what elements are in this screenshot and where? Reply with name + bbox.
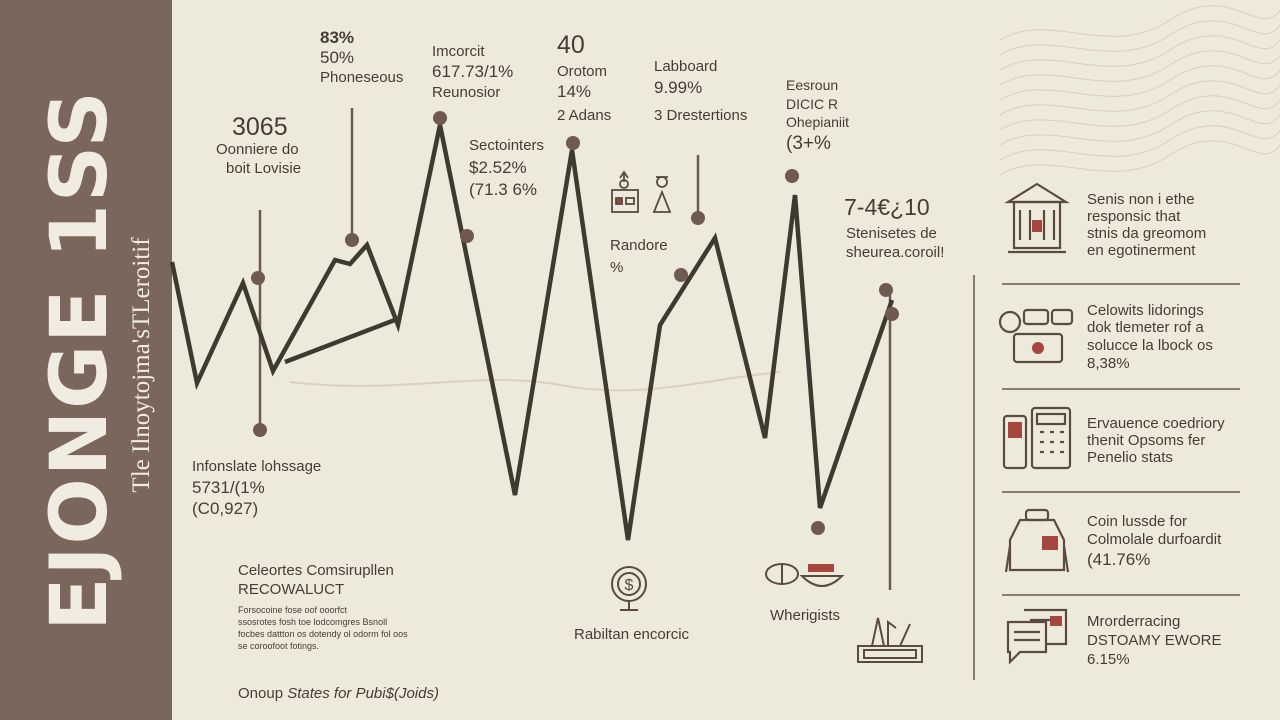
- scale-bowl-icon: [765, 563, 845, 587]
- panel-item-2-line-2: dok tlemeter rof a: [1087, 319, 1204, 336]
- right-panel-divider-2: [1002, 388, 1240, 390]
- label-rabiltan: Rabiltan encorcic: [574, 626, 690, 643]
- data-point-4: [460, 229, 474, 243]
- data-point-1: [251, 271, 265, 285]
- data-point-6: [691, 211, 705, 225]
- label-5731: 5731/(1%: [192, 478, 265, 497]
- label-c0927: (C0,927): [192, 499, 259, 518]
- panel-item-1-line-1: Senis non i ethe: [1087, 191, 1195, 208]
- fineprint-line-3: focbes dattton os dotendy ol odorm fol o…: [238, 629, 408, 639]
- label-dicic: DICIC R: [786, 96, 839, 112]
- panel-item-1-line-3: stnis da greomom: [1087, 225, 1207, 242]
- label-3drestertions: 3 Drestertions: [654, 107, 748, 124]
- label-999: 9.99%: [654, 78, 703, 97]
- right-panel-divider-3: [1002, 491, 1240, 493]
- data-point-2: [253, 423, 267, 437]
- footer-prefix: Onoup: [238, 685, 284, 702]
- phone-calculator-icon: [1002, 406, 1072, 470]
- data-point-8: [785, 169, 799, 183]
- label-sectointers: Sectointers: [469, 137, 545, 154]
- panel-item-4-line-2: Colmolale durfoardit: [1087, 531, 1222, 548]
- data-point-9: [879, 283, 893, 297]
- label-713: (71.3 6%: [469, 180, 538, 199]
- panel-item-2-line-1: Celowits lidorings: [1087, 302, 1204, 319]
- label-252: $2.52%: [469, 158, 527, 177]
- panel-item-2-line-4: 8,38%: [1087, 355, 1130, 372]
- label-reunosior: Reunosior: [432, 84, 501, 101]
- panel-item-1-line-4: en egotinerment: [1087, 242, 1196, 259]
- label-infonslate: Infonslate lohssage: [192, 458, 322, 475]
- chef-cooking-icon: [611, 170, 672, 213]
- right-panel-divider-4: [1002, 594, 1240, 596]
- dollar-globe-icon: $: [611, 566, 647, 611]
- data-point-11: [811, 521, 825, 535]
- label-sheurea: sheurea.coroil!: [846, 244, 945, 261]
- wave-pattern-decoration: [999, 5, 1280, 176]
- panel-item-5-line-1: Mrorderracing: [1087, 613, 1181, 630]
- series-line-1: [284, 315, 401, 365]
- series-line-0: [169, 124, 895, 541]
- label-imcorcit: Imcorcit: [432, 43, 485, 60]
- gears-laptop-icon: [998, 308, 1074, 364]
- label-celeortes: Celeortes Comsirupllen: [238, 562, 394, 579]
- label-3pct: (3+%: [786, 133, 831, 154]
- right-panel-divider-1: [1002, 283, 1240, 285]
- panel-item-3-line-1: Ervauence coedriory: [1087, 415, 1225, 432]
- data-point-7: [674, 268, 688, 282]
- label-oonniere: Oonniere do: [216, 141, 299, 158]
- bank-building-icon: [1004, 182, 1070, 254]
- right-panel-vline: [973, 275, 975, 680]
- label-74910: 7-4€¿10: [844, 194, 930, 220]
- label-boit: boit Lovisie: [226, 160, 302, 177]
- label-3065: 3065: [232, 113, 288, 141]
- label-recowaluct: RECOWALUCT: [238, 581, 345, 598]
- label-14pct: 14%: [557, 82, 592, 101]
- jar-bag-icon: [1004, 508, 1070, 573]
- documents-icon: [1006, 608, 1068, 665]
- label-40: 40: [557, 31, 585, 59]
- panel-item-1-line-2: responsic that: [1087, 208, 1181, 225]
- panel-item-5-line-3: 6.15%: [1087, 651, 1130, 668]
- panel-item-4-line-1: Coin lussde for: [1087, 513, 1188, 530]
- data-point-0: [345, 233, 359, 247]
- panel-item-3-line-3: Penelio stats: [1087, 449, 1173, 466]
- documents-tray-icon: [857, 617, 923, 663]
- label-ohepianiit: Ohepianiit: [786, 114, 850, 130]
- panel-item-4-line-3: (41.76%: [1087, 550, 1151, 569]
- label-eesroun: Eesroun: [786, 77, 839, 93]
- label-randore: Randore: [610, 237, 668, 254]
- label-617: 617.73/1%: [432, 62, 514, 81]
- data-point-5: [566, 136, 580, 150]
- label-randore-pct: %: [610, 259, 624, 276]
- label-wherigists: Wherigists: [770, 607, 841, 624]
- data-point-3: [433, 111, 447, 125]
- label-phoneseous: Phoneseous: [320, 69, 404, 86]
- fineprint-line-2: ssosrotes fosh toe lodcomgres Bsnoll: [238, 617, 388, 627]
- footer-emphasis: States for Pubi$(Joids): [287, 685, 439, 702]
- label-stenisetes: Stenisetes de: [846, 225, 937, 242]
- label-2adans: 2 Adans: [557, 107, 612, 124]
- svg-text:$: $: [625, 577, 634, 594]
- label-labboard: Labboard: [654, 58, 718, 75]
- fineprint-line-1: Forsocoine fose oof ooorfct: [238, 605, 348, 615]
- fineprint-line-4: se coroofoot fotings.: [238, 641, 320, 651]
- faint-baseline: [289, 371, 781, 392]
- label-orotom: Orotom: [557, 63, 608, 80]
- label-50pct: 50%: [320, 48, 355, 67]
- label-83pct: 83%: [320, 28, 355, 47]
- footer-note: Onoup States for Pubi$(Joids): [238, 684, 439, 703]
- data-point-10: [885, 307, 899, 321]
- panel-item-2-line-3: solucce la lbock os: [1087, 337, 1213, 354]
- sidebar-banner: EJONGE 1SS Tle Ilnoytojma'sTLeroitif: [0, 0, 172, 720]
- panel-item-5-line-2: DSTOAMY EWORE: [1087, 632, 1222, 649]
- panel-item-3-line-2: thenit Opsoms fer: [1087, 432, 1206, 449]
